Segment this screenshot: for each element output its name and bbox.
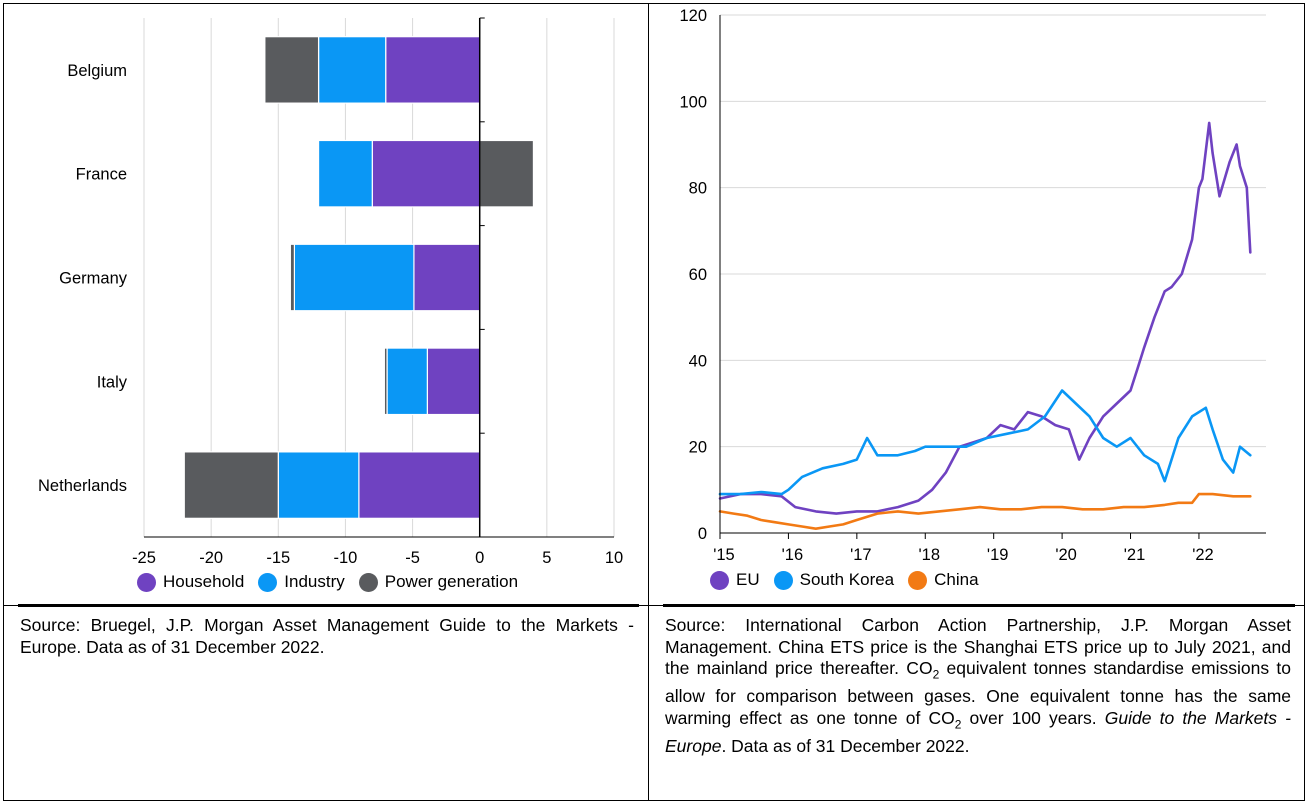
category-label-france: France bbox=[76, 166, 127, 184]
y-tick-label: 100 bbox=[679, 93, 707, 111]
x-tick-label: -25 bbox=[132, 549, 156, 567]
x-tick-label: '19 bbox=[987, 546, 1009, 564]
bar-chart: Belgium France Germany Italy Netherlands -25… bbox=[38, 17, 623, 567]
category-label-belgium: Belgium bbox=[67, 62, 127, 80]
x-tick-label: '20 bbox=[1055, 546, 1077, 564]
legend-label-industry: Industry bbox=[284, 572, 345, 591]
x-tick-label: 5 bbox=[542, 549, 551, 567]
category-label-netherlands: Netherlands bbox=[38, 477, 127, 495]
left-source-text: Source: Bruegel, J.P. Morgan Asset Manag… bbox=[20, 615, 634, 657]
bar-belgium-household bbox=[385, 36, 481, 104]
legend-label-china: China bbox=[934, 570, 979, 589]
legend-item-eu: EU bbox=[710, 570, 760, 590]
legend-item-china: China bbox=[908, 570, 979, 590]
category-label-germany: Germany bbox=[59, 270, 128, 288]
co2-subscript-2: 2 bbox=[954, 717, 962, 731]
bar-france-industry bbox=[317, 139, 373, 208]
line-chart: 0 20 40 60 80 100 120 '15 '16 '17 '18 '19 '20 '21 '22 bbox=[679, 7, 1266, 564]
legend-label-household: Household bbox=[163, 572, 245, 591]
right-source-suffix: . Data as of 31 December 2022. bbox=[721, 735, 970, 756]
legend-swatch-household bbox=[137, 572, 156, 592]
bar-germany-power-generation bbox=[289, 243, 296, 312]
x-tick-label: -5 bbox=[405, 549, 420, 567]
x-tick-label: '18 bbox=[919, 546, 941, 564]
legend-swatch-china bbox=[908, 570, 928, 590]
series-line-eu bbox=[718, 121, 1252, 515]
bar-belgium-industry bbox=[317, 36, 387, 104]
co2-subscript-1: 2 bbox=[932, 667, 940, 682]
bar-belgium-power-generation bbox=[264, 36, 320, 104]
right-source-italic-title: Guide to the Markets - Europe bbox=[665, 707, 1291, 756]
bar-france-household bbox=[371, 139, 481, 208]
bar-netherlands-industry bbox=[277, 451, 360, 519]
x-tick-label: '21 bbox=[1124, 546, 1146, 564]
right-source-mid2: over 100 years. bbox=[961, 707, 1105, 728]
category-label-italy: Italy bbox=[97, 373, 128, 391]
bar-italy-power-generation bbox=[383, 347, 388, 416]
legend-label-eu: EU bbox=[736, 570, 760, 589]
legend-item-south-korea: South Korea bbox=[773, 570, 895, 590]
legend-swatch-south-korea bbox=[773, 570, 793, 590]
legend-item-industry: Industry bbox=[258, 572, 345, 592]
x-tick-label: -15 bbox=[266, 549, 290, 567]
bar-italy-household bbox=[426, 347, 481, 416]
x-tick-label: 0 bbox=[475, 549, 484, 567]
bar-germany-industry bbox=[293, 243, 415, 312]
y-tick-label: 120 bbox=[679, 7, 707, 25]
bar-netherlands-power-generation bbox=[183, 451, 279, 519]
bar-chart-legend: Household Industry Power generation bbox=[137, 572, 532, 592]
x-tick-label: -10 bbox=[333, 549, 357, 567]
y-tick-label: 0 bbox=[698, 525, 707, 543]
line-chart-legend: EU South Korea China bbox=[710, 570, 993, 590]
legend-swatch-industry bbox=[258, 572, 278, 592]
legend-swatch-eu bbox=[710, 570, 729, 590]
y-tick-label: 80 bbox=[689, 180, 707, 198]
right-source-mid: equivalent tonnes standardise emissions … bbox=[665, 658, 1291, 728]
x-tick-label: '22 bbox=[1192, 546, 1214, 564]
legend-item-household: Household bbox=[137, 572, 244, 592]
left-source-note: Source: Bruegel, J.P. Morgan Asset Manag… bbox=[20, 615, 634, 658]
x-tick-label: '17 bbox=[850, 546, 872, 564]
series-line-china bbox=[718, 492, 1252, 530]
bar-netherlands-household bbox=[358, 451, 481, 519]
right-source-prefix: Source: International Carbon Action Part… bbox=[665, 615, 1291, 678]
legend-swatch-power-generation bbox=[358, 572, 378, 592]
legend-item-power-generation: Power generation bbox=[358, 572, 519, 592]
x-tick-label: 10 bbox=[605, 549, 623, 567]
y-tick-label: 20 bbox=[689, 439, 707, 457]
series-line-south-korea bbox=[718, 389, 1252, 496]
x-tick-label: '15 bbox=[713, 546, 735, 564]
y-tick-label: 40 bbox=[689, 352, 707, 370]
bar-germany-household bbox=[413, 243, 481, 312]
legend-label-south-korea: South Korea bbox=[799, 570, 895, 589]
right-heavy-rule bbox=[663, 604, 1295, 607]
x-tick-label: -20 bbox=[199, 549, 223, 567]
bar-france-power-generation bbox=[479, 139, 535, 208]
right-source-note: Source: International Carbon Action Part… bbox=[665, 615, 1291, 757]
y-tick-label: 60 bbox=[689, 266, 707, 284]
left-heavy-rule bbox=[18, 604, 639, 607]
bar-italy-industry bbox=[386, 347, 428, 416]
x-tick-label: '16 bbox=[782, 546, 804, 564]
legend-label-power-generation: Power generation bbox=[384, 572, 519, 591]
